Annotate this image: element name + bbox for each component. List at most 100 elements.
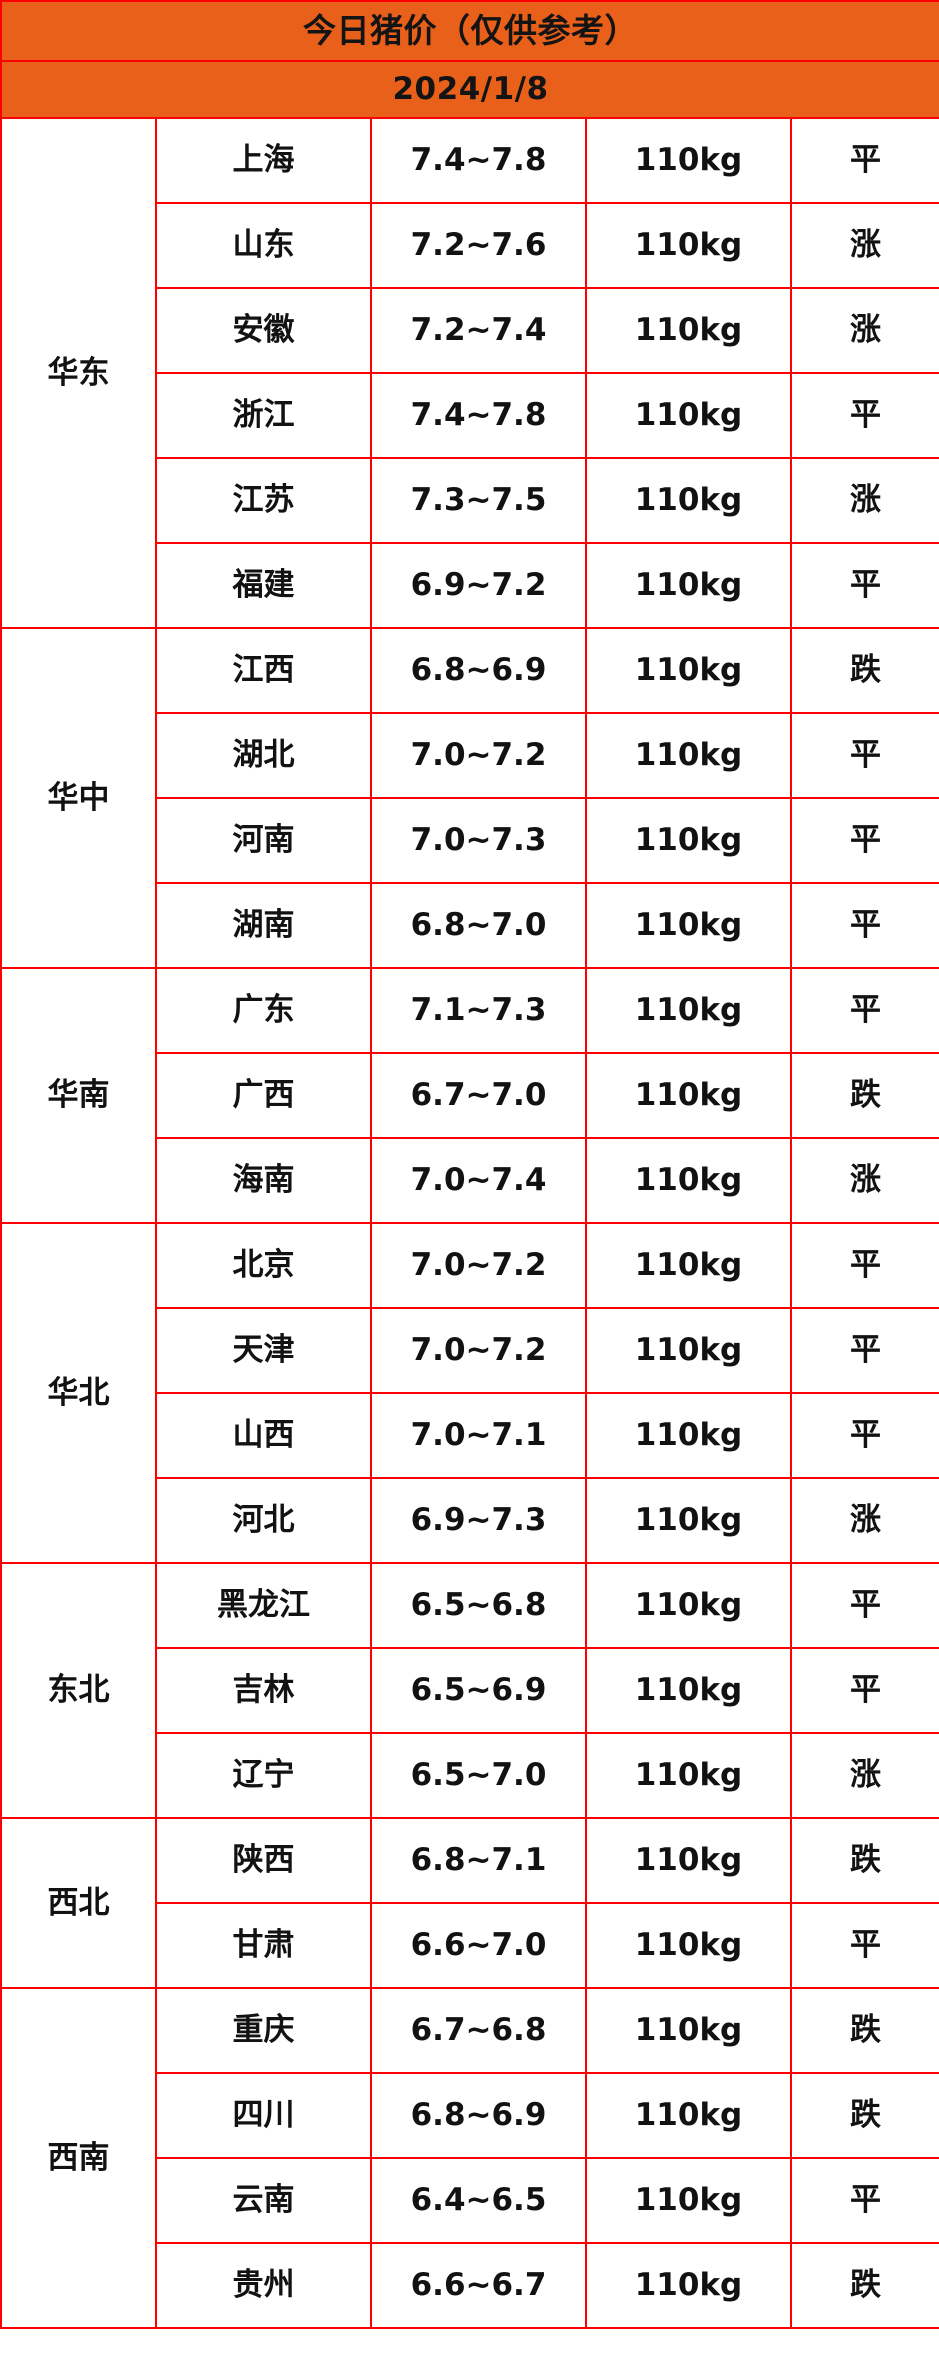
table-row: 江苏 7.3~7.5 110kg 涨 xyxy=(1,457,939,544)
province-cell: 山东 xyxy=(155,202,372,289)
region-cell: 西南 xyxy=(0,1987,157,2329)
weight-cell: 110kg xyxy=(585,1052,792,1139)
weight-cell: 110kg xyxy=(585,797,792,884)
province-cell: 江苏 xyxy=(155,457,372,544)
province-cell: 甘肃 xyxy=(155,1902,372,1989)
price-range-cell: 6.7~7.0 xyxy=(370,1052,587,1139)
price-range-cell: 7.3~7.5 xyxy=(370,457,587,544)
price-range-cell: 6.4~6.5 xyxy=(370,2157,587,2244)
table-row: 西南 重庆 6.7~6.8 110kg 跌 xyxy=(0,1987,939,2329)
weight-cell: 110kg xyxy=(585,2242,792,2329)
trend-cell: 涨 xyxy=(789,457,939,544)
price-range-cell: 7.0~7.1 xyxy=(370,1392,587,1479)
province-cell: 浙江 xyxy=(155,372,372,459)
weight-cell: 110kg xyxy=(585,117,792,204)
price-range-cell: 6.8~7.0 xyxy=(370,882,587,969)
province-cell: 辽宁 xyxy=(155,1732,372,1819)
trend-cell: 跌 xyxy=(789,627,939,714)
table-row: 吉林 6.5~6.9 110kg 平 xyxy=(1,1647,939,1734)
province-cell: 重庆 xyxy=(155,1987,372,2074)
trend-cell: 平 xyxy=(789,797,939,884)
province-cell: 安徽 xyxy=(155,287,372,374)
weight-cell: 110kg xyxy=(585,1902,792,1989)
province-cell: 湖南 xyxy=(155,882,372,969)
table-row: 东北 黑龙江 6.5~6.8 110kg 平 xyxy=(0,1562,939,1819)
weight-cell: 110kg xyxy=(585,2072,792,2159)
trend-cell: 跌 xyxy=(789,1987,939,2074)
province-cell: 海南 xyxy=(155,1137,372,1224)
province-cell: 广东 xyxy=(155,967,372,1054)
province-cell: 天津 xyxy=(155,1307,372,1394)
weight-cell: 110kg xyxy=(585,1732,792,1819)
price-range-cell: 7.0~7.4 xyxy=(370,1137,587,1224)
price-range-cell: 7.0~7.2 xyxy=(370,1307,587,1394)
table-row: 天津 7.0~7.2 110kg 平 xyxy=(1,1307,939,1394)
price-range-cell: 6.6~7.0 xyxy=(370,1902,587,1989)
price-range-cell: 7.1~7.3 xyxy=(370,967,587,1054)
price-range-cell: 7.0~7.2 xyxy=(370,1222,587,1309)
weight-cell: 110kg xyxy=(585,1307,792,1394)
table-row: 河南 7.0~7.3 110kg 平 xyxy=(1,797,939,884)
trend-cell: 平 xyxy=(789,1647,939,1734)
trend-cell: 平 xyxy=(789,712,939,799)
weight-cell: 110kg xyxy=(585,287,792,374)
region-cell: 华南 xyxy=(0,967,157,1224)
price-range-cell: 6.5~7.0 xyxy=(370,1732,587,1819)
trend-cell: 平 xyxy=(789,1562,939,1649)
trend-cell: 跌 xyxy=(789,1052,939,1139)
region-cell: 华东 xyxy=(0,117,157,629)
table-row: 湖南 6.8~7.0 110kg 平 xyxy=(1,882,939,969)
table-row: 福建 6.9~7.2 110kg 平 xyxy=(1,542,939,629)
page-title: 今日猪价（仅供参考） xyxy=(0,0,939,62)
price-range-cell: 6.8~6.9 xyxy=(370,2072,587,2159)
province-cell: 河北 xyxy=(155,1477,372,1564)
weight-cell: 110kg xyxy=(585,882,792,969)
region-cell: 西北 xyxy=(0,1817,157,1989)
table-row: 山西 7.0~7.1 110kg 平 xyxy=(1,1392,939,1479)
trend-cell: 平 xyxy=(789,1392,939,1479)
price-range-cell: 7.0~7.3 xyxy=(370,797,587,884)
province-cell: 江西 xyxy=(155,627,372,714)
price-range-cell: 6.5~6.8 xyxy=(370,1562,587,1649)
trend-cell: 涨 xyxy=(789,202,939,289)
province-cell: 四川 xyxy=(155,2072,372,2159)
weight-cell: 110kg xyxy=(585,1137,792,1224)
weight-cell: 110kg xyxy=(585,1392,792,1479)
trend-cell: 跌 xyxy=(789,1817,939,1904)
price-range-cell: 6.7~6.8 xyxy=(370,1987,587,2074)
weight-cell: 110kg xyxy=(585,2157,792,2244)
table-row: 华北 北京 7.0~7.2 110kg 平 xyxy=(0,1222,939,1564)
table-row: 甘肃 6.6~7.0 110kg 平 xyxy=(1,1902,939,1989)
trend-cell: 平 xyxy=(789,2157,939,2244)
price-range-cell: 7.2~7.4 xyxy=(370,287,587,374)
price-range-cell: 7.2~7.6 xyxy=(370,202,587,289)
region-cell: 华北 xyxy=(0,1222,157,1564)
price-range-cell: 6.9~7.2 xyxy=(370,542,587,629)
table-row: 河北 6.9~7.3 110kg 涨 xyxy=(1,1477,939,1564)
price-range-cell: 6.9~7.3 xyxy=(370,1477,587,1564)
table-row: 贵州 6.6~6.7 110kg 跌 xyxy=(1,2242,939,2329)
table-row: 华中 江西 6.8~6.9 110kg 跌 xyxy=(0,627,939,969)
trend-cell: 平 xyxy=(789,882,939,969)
trend-cell: 跌 xyxy=(789,2072,939,2159)
trend-cell: 平 xyxy=(789,117,939,204)
province-cell: 云南 xyxy=(155,2157,372,2244)
trend-cell: 涨 xyxy=(789,1732,939,1819)
trend-cell: 涨 xyxy=(789,1137,939,1224)
table-row: 华东 上海 7.4~7.8 110kg 平 xyxy=(0,117,939,629)
province-cell: 北京 xyxy=(155,1222,372,1309)
weight-cell: 110kg xyxy=(585,372,792,459)
price-range-cell: 6.5~6.9 xyxy=(370,1647,587,1734)
trend-cell: 涨 xyxy=(789,1477,939,1564)
table-row: 山东 7.2~7.6 110kg 涨 xyxy=(1,202,939,289)
table-date-row: 2024/1/8 xyxy=(0,60,939,119)
table-row: 湖北 7.0~7.2 110kg 平 xyxy=(1,712,939,799)
table-row: 辽宁 6.5~7.0 110kg 涨 xyxy=(1,1732,939,1819)
weight-cell: 110kg xyxy=(585,627,792,714)
province-cell: 上海 xyxy=(155,117,372,204)
trend-cell: 平 xyxy=(789,542,939,629)
weight-cell: 110kg xyxy=(585,202,792,289)
weight-cell: 110kg xyxy=(585,542,792,629)
